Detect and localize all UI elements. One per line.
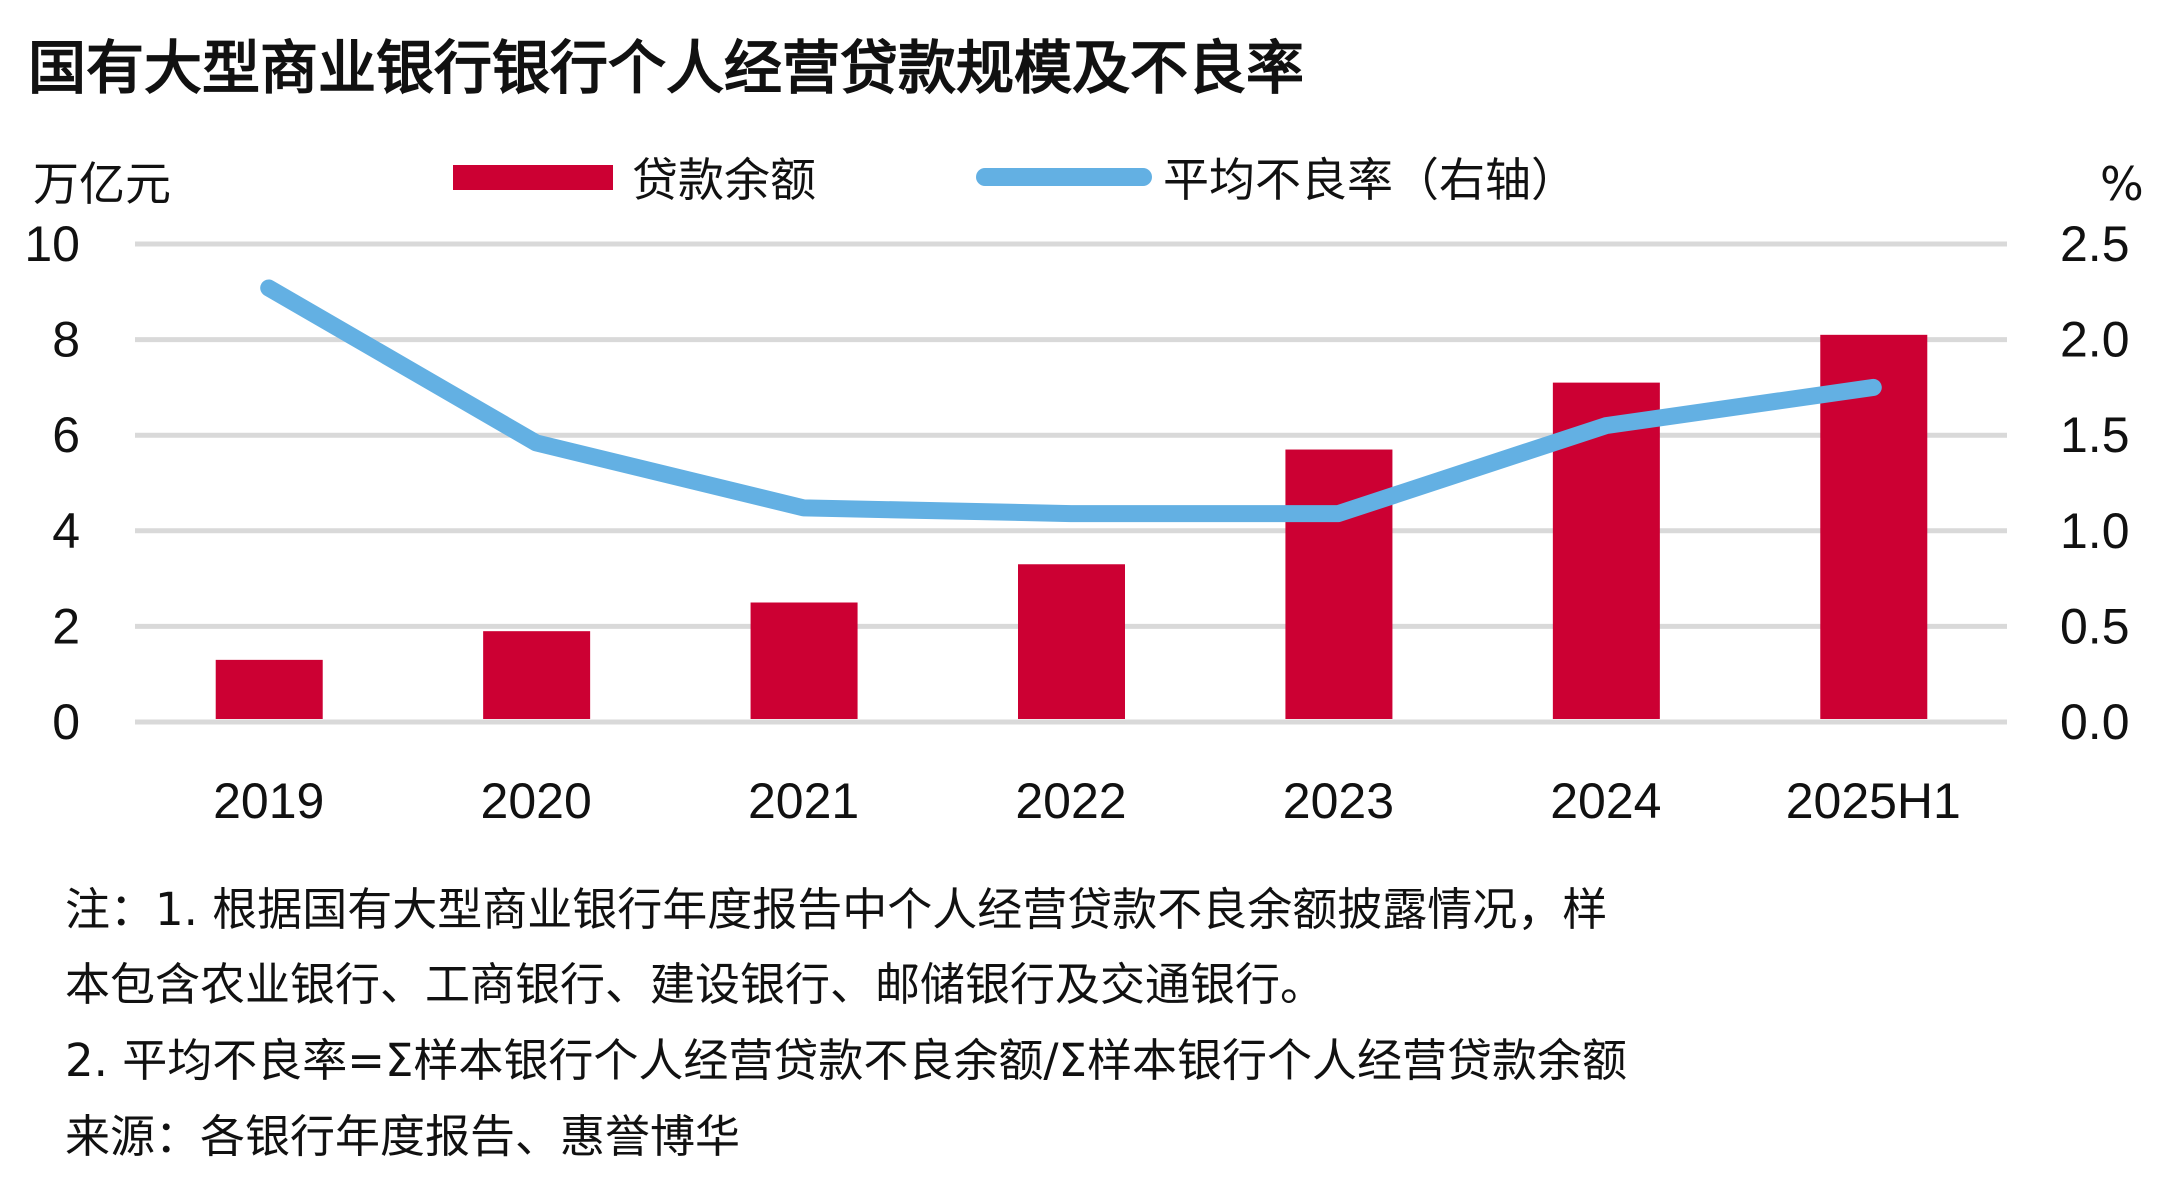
left-tick-label: 8: [52, 312, 80, 368]
right-axis-label: %: [2100, 157, 2144, 211]
right-tick-label: 1.5: [2060, 407, 2130, 463]
legend-label-bar: 贷款余额: [632, 153, 816, 207]
note-line-3: 2. 平均不良率=Σ样本银行个人经营贷款不良余额/Σ样本银行个人经营贷款余额: [65, 1034, 1627, 1087]
right-tick-label: 0.5: [2060, 598, 2130, 654]
bar: [750, 602, 858, 719]
x-tick-label: 2020: [481, 773, 592, 829]
note-line-1: 注：1. 根据国有大型商业银行年度报告中个人经营贷款不良余额披露情况，样: [65, 883, 1607, 936]
npl-rate-point: [1604, 424, 1607, 427]
npl-rate-point: [1070, 512, 1072, 515]
bar: [1285, 449, 1393, 719]
right-tick-label: 2.0: [2060, 312, 2130, 368]
x-tick-label: 2021: [748, 773, 859, 829]
right-tick-label: 1.0: [2060, 503, 2130, 559]
x-tick-label: 2019: [213, 773, 324, 829]
source-line: 来源：各银行年度报告、惠誉博华: [65, 1110, 740, 1163]
x-tick-label: 2024: [1550, 773, 1661, 829]
bar: [483, 631, 591, 719]
chart-title: 国有大型商业银行银行个人经营贷款规模及不良率: [28, 34, 1304, 102]
left-axis-label: 万亿元: [33, 157, 171, 211]
x-tick-label: 2022: [1015, 773, 1126, 829]
bar: [1018, 564, 1125, 719]
x-tick-label: 2025H1: [1786, 773, 1961, 829]
x-tick-label: 2023: [1283, 773, 1394, 829]
left-tick-label: 4: [52, 503, 80, 559]
legend: 贷款余额 平均不良率（右轴）: [453, 153, 1577, 207]
left-tick-label: 6: [52, 407, 80, 463]
notes: 注：1. 根据国有大型商业银行年度报告中个人经营贷款不良余额披露情况，样 本包含…: [65, 883, 1627, 1163]
right-tick-label: 0.0: [2060, 694, 2130, 750]
right-tick-label: 2.5: [2060, 216, 2130, 272]
npl-rate-point: [267, 286, 270, 289]
left-tick-label: 0: [52, 694, 80, 750]
bar: [215, 659, 323, 719]
note-line-2: 本包含农业银行、工商银行、建设银行、邮储银行及交通银行。: [65, 958, 1325, 1011]
npl-rate-point: [1337, 512, 1340, 515]
left-tick-label: 10: [24, 216, 80, 272]
npl-rate-point: [802, 506, 805, 509]
npl-rate-point: [1872, 386, 1875, 389]
legend-label-line: 平均不良率（右轴）: [1163, 153, 1577, 207]
npl-rate-point: [535, 441, 538, 444]
legend-swatch-bar: [453, 165, 613, 190]
left-tick-label: 2: [52, 598, 80, 654]
